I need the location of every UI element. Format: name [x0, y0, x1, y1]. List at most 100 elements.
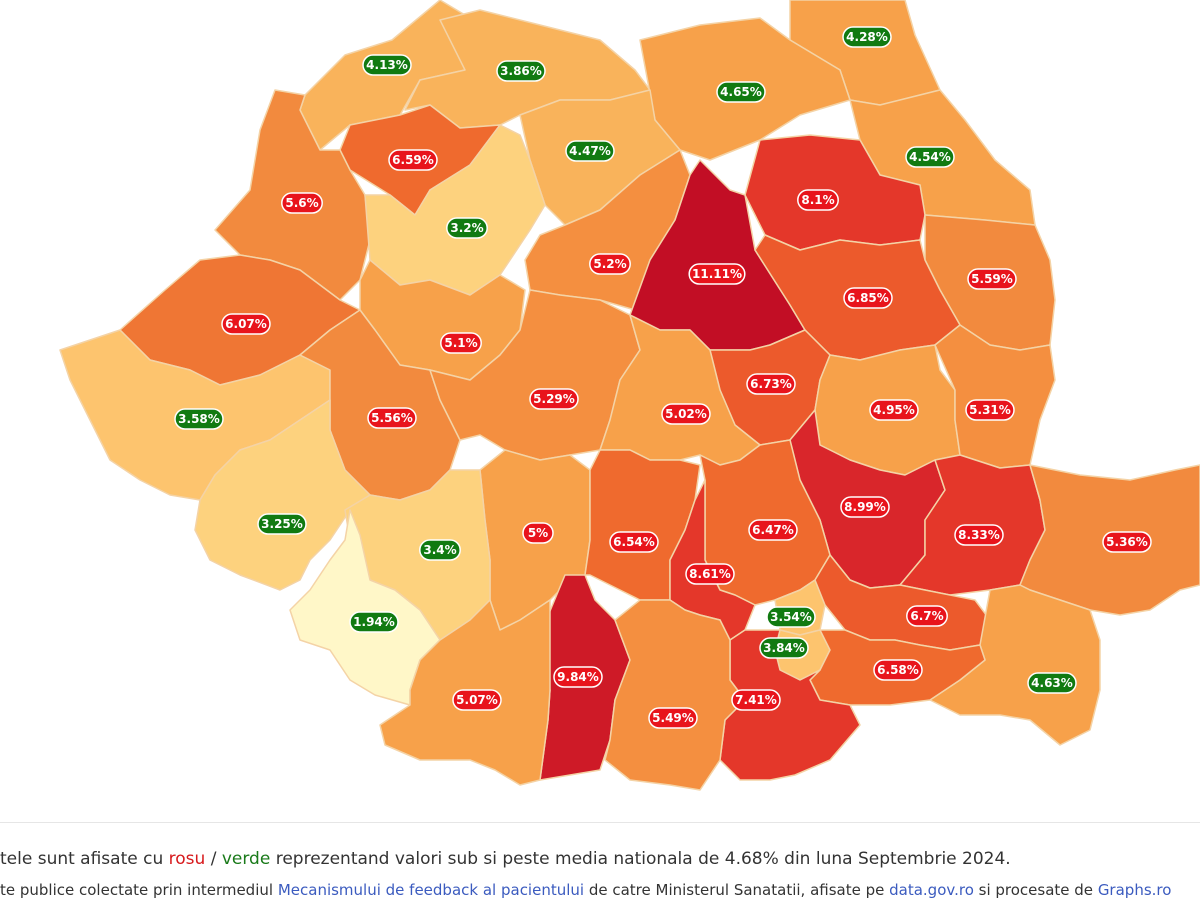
county-value-pill — [648, 707, 698, 729]
county-value-label: 3.58% — [178, 412, 220, 426]
county-shapes — [59, 0, 1200, 791]
divider — [0, 822, 1200, 823]
county-value-label: 3.86% — [500, 64, 542, 78]
county-value-pill — [685, 563, 735, 585]
county-value-pill — [873, 659, 923, 681]
county-value-label: 8.99% — [844, 500, 886, 514]
county-value-pill — [967, 268, 1017, 290]
county-value-label: 4.63% — [1031, 676, 1073, 690]
county-value-pill — [388, 149, 438, 171]
county-value-badge: 6.58% — [873, 659, 923, 681]
county-region[interactable] — [289, 509, 441, 706]
county-value-label: 3.84% — [763, 641, 805, 655]
county-value-pill — [257, 513, 307, 535]
county-value-pill — [840, 496, 890, 518]
county-value-badge: 5.59% — [967, 268, 1017, 290]
county-value-badge: 5.02% — [661, 403, 711, 425]
county-value-pill — [281, 192, 323, 214]
county-value-pill — [1102, 531, 1152, 553]
county-value-label: 6.85% — [847, 291, 889, 305]
county-value-label: 6.59% — [392, 153, 434, 167]
county-value-label: 6.73% — [750, 377, 792, 391]
county-value-label: 6.47% — [752, 523, 794, 537]
source-note-prefix: te publice colectate prin intermediul — [0, 881, 278, 899]
county-value-label: 5.1% — [444, 336, 477, 350]
county-value-badge: 3.58% — [174, 408, 224, 430]
county-value-badge: 5% — [522, 522, 554, 544]
patient-feedback-link[interactable]: Mecanismului de feedback al pacientului — [277, 881, 585, 899]
county-map-svg: 4.13% 3.86% 4.28% 4.65% 6.59% 4.47% 4.54% 5.6% 8… — [59, 0, 1200, 791]
county-value-label: 3.25% — [261, 517, 303, 531]
county-value-label: 6.54% — [613, 535, 655, 549]
county-value-label: 5.36% — [1106, 535, 1148, 549]
county-value-pill — [609, 531, 659, 553]
county-value-label: 11.11% — [692, 267, 742, 281]
county-value-badge: 6.59% — [388, 149, 438, 171]
county-value-label: 5.31% — [969, 403, 1011, 417]
county-value-pill — [349, 611, 399, 633]
county-value-badge: 5.1% — [440, 332, 482, 354]
county-value-pill — [759, 637, 809, 659]
legend-separator: / — [205, 849, 222, 869]
county-value-badge: 3.86% — [496, 60, 546, 82]
county-value-pill — [565, 140, 615, 162]
county-value-label: 8.1% — [801, 193, 834, 207]
county-value-label: 6.7% — [910, 609, 943, 623]
county-value-badge: 8.1% — [797, 189, 839, 211]
source-note-middle-1: de catre Ministerul Sanatatii, afisate p… — [584, 881, 890, 899]
county-value-badge: 5.2% — [589, 253, 631, 275]
data-gov-link[interactable]: data.gov.ro — [889, 881, 974, 899]
county-value-label: 4.95% — [873, 403, 915, 417]
county-value-pill — [869, 399, 919, 421]
county-value-badge: 3.54% — [766, 606, 816, 628]
county-value-pill — [589, 253, 631, 275]
county-value-pill — [905, 146, 955, 168]
county-value-badge: 6.85% — [843, 287, 893, 309]
county-value-badge: 7.41% — [731, 689, 781, 711]
county-value-badge: 4.54% — [905, 146, 955, 168]
county-value-badge: 6.07% — [221, 313, 271, 335]
county-value-pill — [716, 81, 766, 103]
county-value-badge: 5.6% — [281, 192, 323, 214]
county-value-label: 4.54% — [909, 150, 951, 164]
county-value-pill — [766, 606, 816, 628]
county-value-pill — [452, 689, 502, 711]
county-value-label: 5.49% — [652, 711, 694, 725]
legend-note-prefix: tele sunt afisate cu — [0, 849, 169, 869]
county-value-pill — [954, 524, 1004, 546]
county-value-pill — [661, 403, 711, 425]
county-value-pill — [731, 689, 781, 711]
county-value-label: 5.56% — [371, 411, 413, 425]
county-value-pill — [842, 26, 892, 48]
county-value-label: 6.07% — [225, 317, 267, 331]
county-map: 4.13% 3.86% 4.28% 4.65% 6.59% 4.47% 4.54% 5.6% 8… — [59, 0, 1200, 791]
county-value-pill — [688, 263, 746, 285]
county-region[interactable] — [934, 324, 1056, 469]
county-value-pill — [221, 313, 271, 335]
county-value-pill — [174, 408, 224, 430]
county-value-badge: 4.47% — [565, 140, 615, 162]
county-value-label: 8.61% — [689, 567, 731, 581]
county-value-pill — [522, 522, 554, 544]
source-note-middle-2: si procesate de — [973, 881, 1098, 899]
county-value-pill — [440, 332, 482, 354]
county-value-label: 4.65% — [720, 85, 762, 99]
county-value-pill — [419, 539, 461, 561]
county-value-badge: 8.99% — [840, 496, 890, 518]
county-value-label: 7.41% — [735, 693, 777, 707]
graphs-ro-link[interactable]: Graphs.ro — [1097, 881, 1172, 899]
county-value-badge: 3.2% — [446, 217, 488, 239]
county-value-badge: 9.84% — [553, 666, 603, 688]
county-value-badges: 4.13% 3.86% 4.28% 4.65% 6.59% 4.47% 4.54% 5.6% 8… — [174, 26, 1152, 729]
county-value-badge: 4.65% — [716, 81, 766, 103]
legend-note-suffix: reprezentand valori sub si peste media n… — [270, 849, 1011, 869]
county-value-badge: 1.94% — [349, 611, 399, 633]
county-region[interactable] — [604, 599, 746, 791]
county-value-pill — [529, 388, 579, 410]
county-value-badge: 6.73% — [746, 373, 796, 395]
county-value-badge: 5.56% — [367, 407, 417, 429]
county-value-badge: 8.61% — [685, 563, 735, 585]
county-value-badge: 6.47% — [748, 519, 798, 541]
county-value-label: 5.2% — [593, 257, 626, 271]
county-value-badge: 5.07% — [452, 689, 502, 711]
